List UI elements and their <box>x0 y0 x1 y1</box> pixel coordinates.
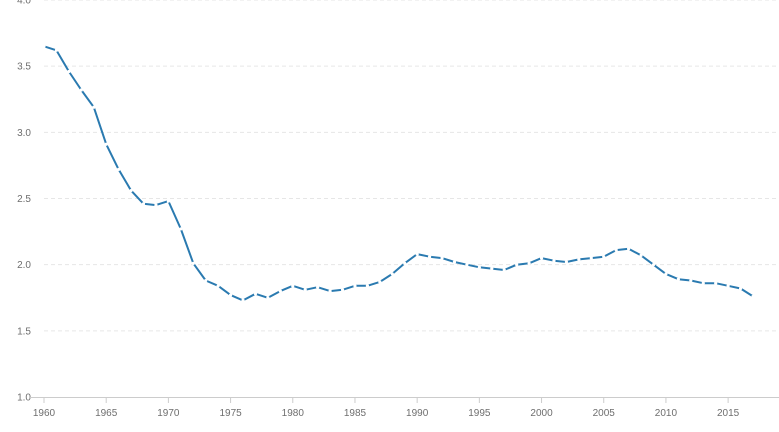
x-axis-labels: 1960 1965 1970 1975 1980 1985 1990 1995 2000 2005… <box>33 408 740 419</box>
data-point <box>353 284 356 287</box>
data-point <box>391 272 394 275</box>
data-point <box>266 296 269 299</box>
data-point <box>366 284 369 287</box>
data-point <box>652 263 655 266</box>
data-point <box>42 45 45 48</box>
data-point <box>528 262 531 265</box>
x-tick-label: 1960 <box>33 408 56 419</box>
y-tick-label: 3.5 <box>17 62 31 73</box>
data-point <box>490 267 493 270</box>
data-point <box>241 299 244 302</box>
data-point <box>540 256 543 259</box>
data-point <box>751 295 754 298</box>
y-tick-label: 4.0 <box>17 0 31 7</box>
data-point <box>316 286 319 289</box>
data-point <box>440 256 443 259</box>
data-point <box>416 252 419 255</box>
x-tick-label: 1970 <box>157 408 180 419</box>
data-point <box>428 255 431 258</box>
data-point <box>702 282 705 285</box>
series-line <box>44 46 753 300</box>
x-tick-label: 2015 <box>717 408 740 419</box>
data-point <box>577 258 580 261</box>
data-point <box>602 255 605 258</box>
data-point <box>552 259 555 262</box>
data-point <box>105 143 108 146</box>
x-tick-label: 1985 <box>344 408 367 419</box>
x-tick-label: 2005 <box>593 408 616 419</box>
data-point <box>739 287 742 290</box>
x-tick-label: 2000 <box>530 408 553 419</box>
data-point <box>142 202 145 205</box>
data-point <box>328 290 331 293</box>
data-point <box>677 278 680 281</box>
y-tick-label: 3.0 <box>17 128 31 139</box>
data-point <box>664 272 667 275</box>
data-point <box>378 280 381 283</box>
data-point <box>55 49 58 52</box>
y-tick-label: 1.0 <box>17 393 31 404</box>
series-group <box>42 45 754 302</box>
data-point <box>117 168 120 171</box>
y-tick-label: 2.0 <box>17 260 31 271</box>
data-point <box>565 260 568 263</box>
data-point <box>639 254 642 257</box>
x-axis <box>30 397 779 403</box>
data-point <box>515 263 518 266</box>
data-point <box>254 292 257 295</box>
data-point <box>465 263 468 266</box>
x-tick-label: 1990 <box>406 408 429 419</box>
data-point <box>627 247 630 250</box>
data-point <box>727 284 730 287</box>
data-point <box>204 279 207 282</box>
data-point <box>590 256 593 259</box>
data-point <box>217 284 220 287</box>
data-point <box>403 262 406 265</box>
data-point <box>615 249 618 252</box>
gridlines <box>44 0 779 331</box>
data-point <box>689 279 692 282</box>
y-axis-labels: 1.0 1.5 2.0 2.5 3.0 3.5 4.0 <box>17 0 31 404</box>
data-point <box>154 204 157 207</box>
x-tick-label: 1965 <box>95 408 118 419</box>
x-tick-label: 1995 <box>468 408 491 419</box>
data-point <box>478 266 481 269</box>
data-point <box>291 284 294 287</box>
data-point <box>129 189 132 192</box>
data-point <box>279 290 282 293</box>
data-point <box>714 282 717 285</box>
y-tick-label: 1.5 <box>17 326 31 337</box>
data-point <box>503 268 506 271</box>
data-point <box>80 88 83 91</box>
data-point <box>453 260 456 263</box>
y-tick-label: 2.5 <box>17 194 31 205</box>
data-point <box>67 70 70 73</box>
data-point <box>341 288 344 291</box>
data-point <box>179 227 182 230</box>
data-point <box>229 294 232 297</box>
data-point <box>304 288 307 291</box>
x-tick-label: 1980 <box>282 408 305 419</box>
x-tick-label: 1975 <box>219 408 242 419</box>
data-point <box>92 106 95 109</box>
x-tick-label: 2010 <box>655 408 678 419</box>
data-point <box>167 200 170 203</box>
data-point <box>192 262 195 265</box>
